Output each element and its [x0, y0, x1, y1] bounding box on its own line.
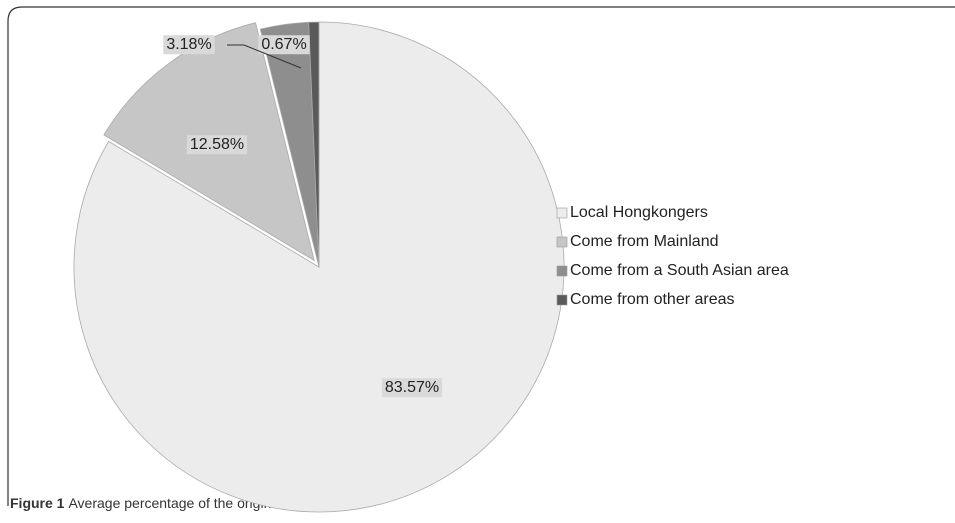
leader-line: [227, 44, 302, 69]
legend-swatch: [556, 294, 568, 306]
data-label: 12.58%: [190, 136, 244, 153]
data-label-bg: [258, 35, 310, 55]
legend-swatch: [556, 265, 568, 277]
legend-swatch: [556, 236, 568, 248]
legend-label: Local Hongkongers: [570, 204, 708, 221]
frame: [7, 6, 955, 506]
data-label-bg: [163, 35, 215, 55]
pie-slice: [308, 21, 320, 268]
data-label-bg: [381, 378, 443, 398]
legend-label: Come from Mainland: [570, 233, 719, 250]
legend-label: Come from a South Asian area: [570, 262, 789, 279]
data-label: 3.18%: [166, 36, 211, 53]
data-label: 83.57%: [385, 379, 439, 396]
data-label-bg: [186, 135, 248, 155]
legend-label: Come from other areas: [570, 291, 735, 308]
figure-label: Figure 1: [10, 495, 65, 511]
legend-swatch: [556, 207, 568, 219]
data-label: 0.67%: [261, 36, 306, 53]
